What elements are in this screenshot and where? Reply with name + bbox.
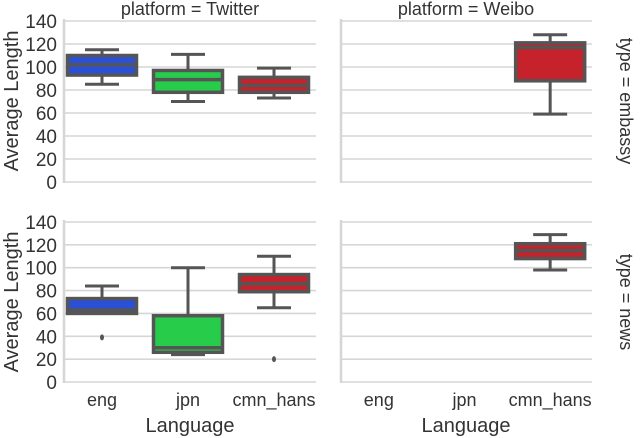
- x-tick-label: cmn_hans: [509, 390, 592, 411]
- box-eng: [65, 48, 139, 86]
- y-tick-label: 20: [36, 350, 57, 371]
- outlier-point: [100, 334, 104, 341]
- box-jpn: [151, 266, 225, 357]
- col-title-weibo: platform = Weibo: [398, 0, 534, 19]
- box-jpn: [151, 52, 225, 103]
- x-axis-label-weibo: Language: [422, 415, 511, 437]
- y-tick-label: 20: [36, 150, 57, 171]
- col-title-twitter: platform = Twitter: [121, 0, 259, 19]
- y-tick-label: 80: [36, 81, 57, 102]
- y-tick-label: 40: [36, 327, 57, 348]
- box-cmn_hans: [513, 233, 587, 272]
- x-tick-label: jpn: [451, 390, 476, 410]
- x-tick-label: eng: [87, 390, 117, 410]
- box-cmn_hans: [237, 66, 311, 100]
- y-tick-label: 40: [36, 127, 57, 148]
- box-cmn_hans: [513, 33, 587, 116]
- y-tick-label: 80: [36, 282, 57, 303]
- row-title-news: type = news: [616, 254, 636, 351]
- y-tick-label: 0: [46, 373, 57, 394]
- box-cmn_hans: [237, 254, 311, 363]
- panel-weibo-embassy: [339, 19, 592, 183]
- outlier-point: [272, 356, 276, 363]
- y-tick-label: 0: [46, 173, 57, 194]
- row-title-embassy: type = embassy: [616, 38, 636, 165]
- x-tick-label: cmn_hans: [232, 390, 315, 411]
- y-tick-label: 140: [25, 213, 57, 234]
- y-tick-label: 120: [25, 236, 57, 257]
- y-tick-label: 60: [36, 104, 57, 125]
- box-eng: [65, 284, 139, 341]
- x-axis-label-twitter: Language: [146, 415, 235, 437]
- x-tick-label: jpn: [175, 390, 200, 410]
- y-tick-label: 140: [25, 12, 57, 33]
- y-tick-label: 100: [25, 259, 57, 280]
- y-tick-label: 60: [36, 304, 57, 325]
- y-axis-label-bottom: Average Length: [1, 232, 23, 373]
- panel-weibo-news: eng jpn cmn_hans: [339, 220, 592, 411]
- y-axis-label-top: Average Length: [1, 31, 23, 172]
- x-tick-label: eng: [364, 390, 394, 410]
- y-tick-label: 120: [25, 35, 57, 56]
- y-tick-label: 100: [25, 58, 57, 79]
